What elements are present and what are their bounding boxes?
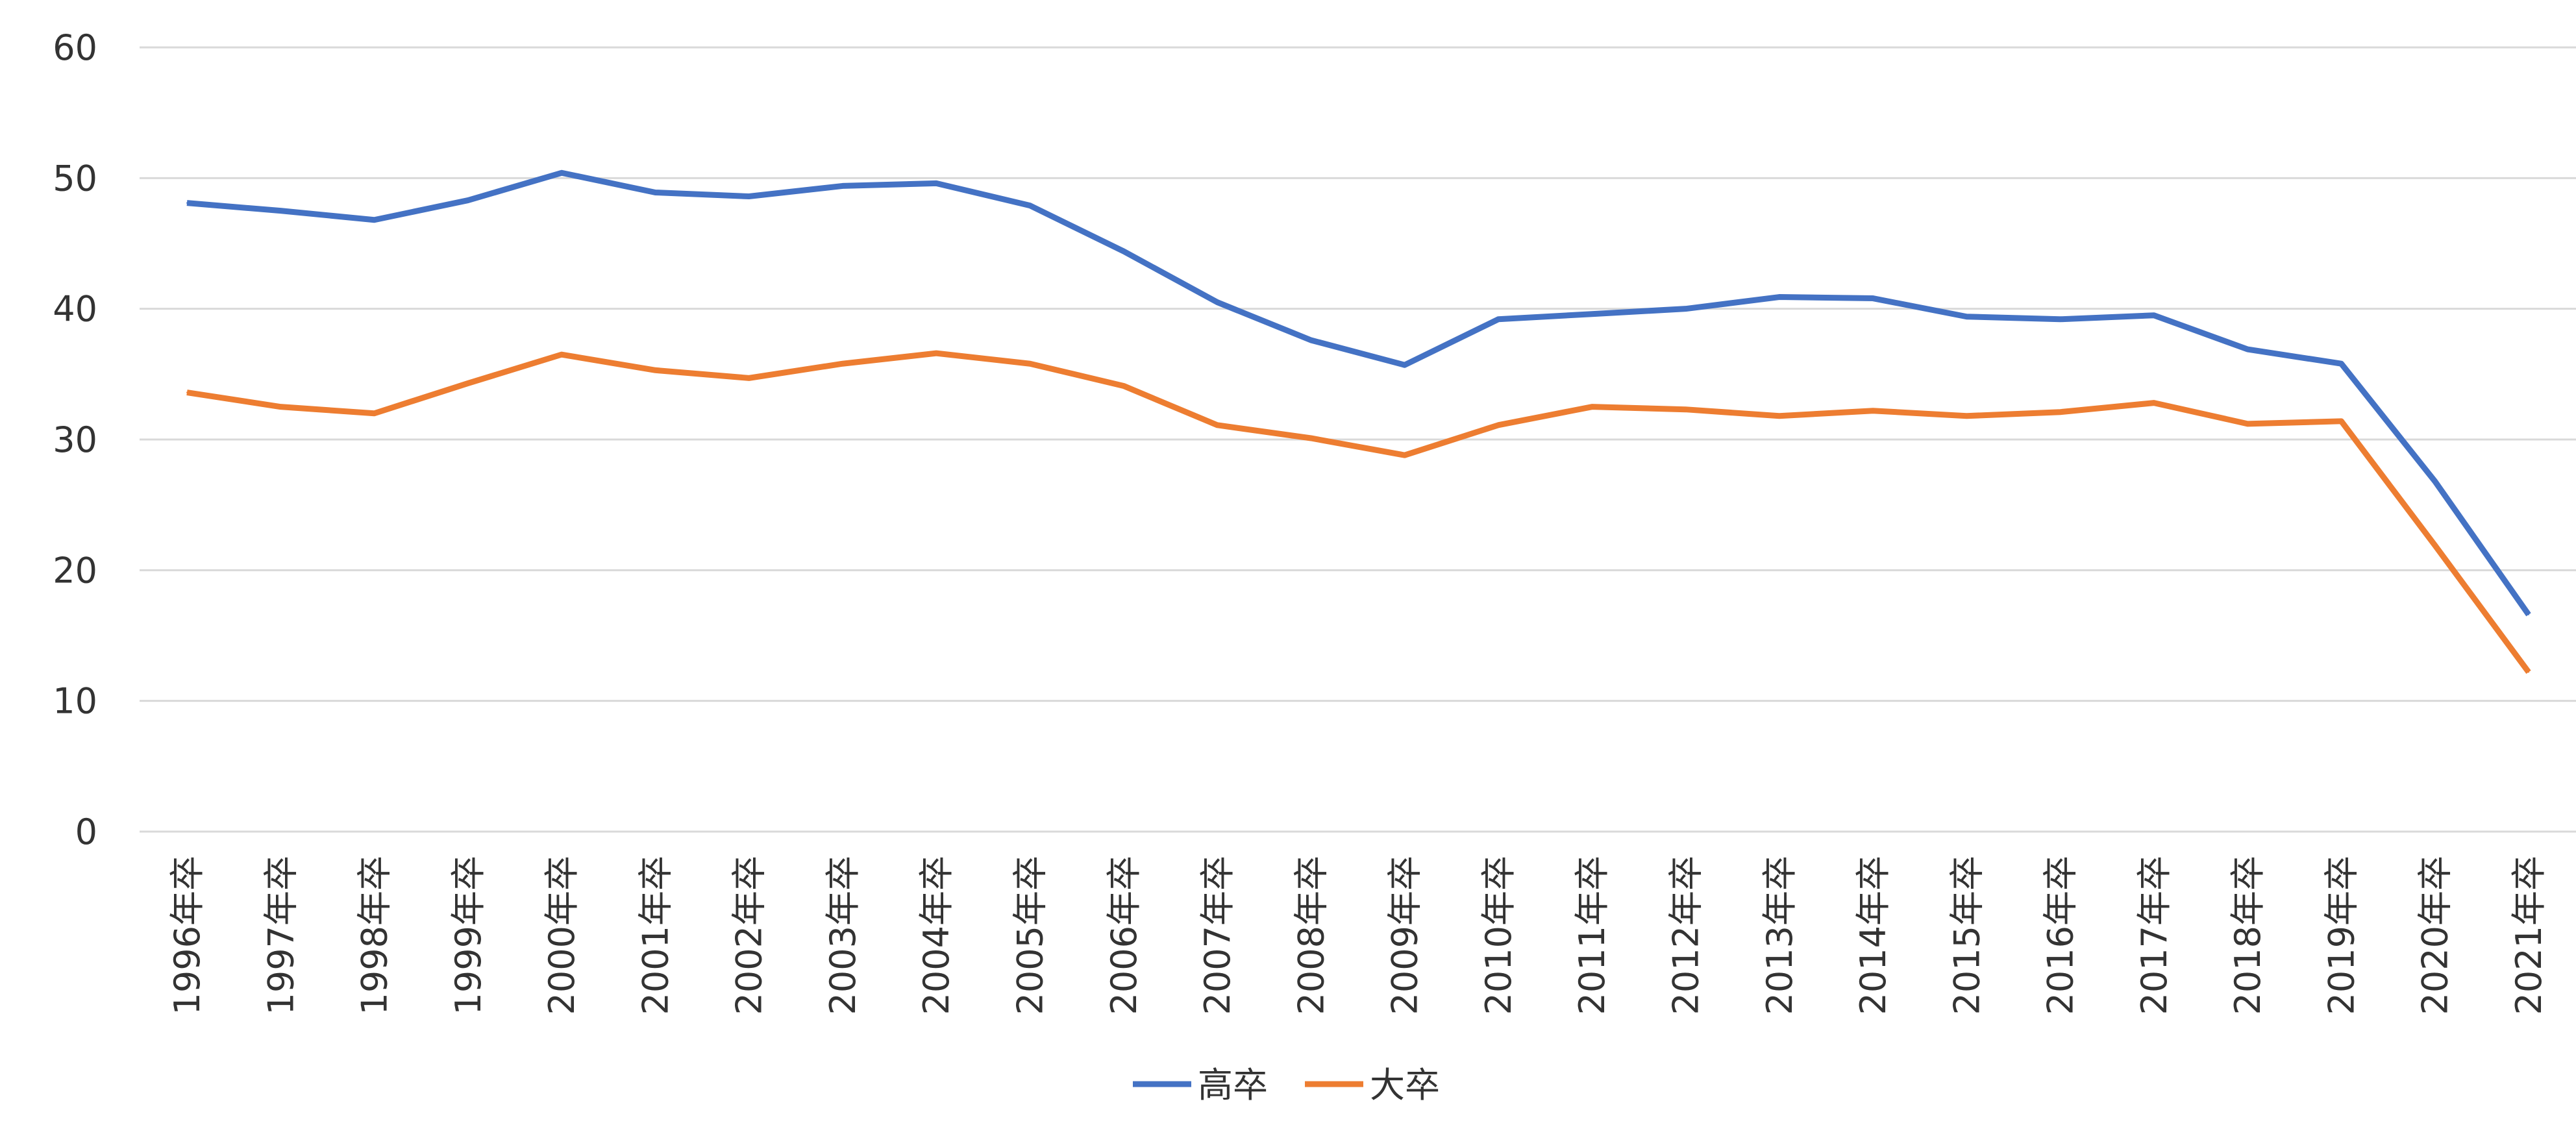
data-point xyxy=(1310,339,1312,341)
data-point xyxy=(935,182,937,184)
x-tick-label: 2009年卒 xyxy=(1385,856,1426,1015)
x-tick-label: 2011年卒 xyxy=(1572,856,1613,1015)
data-point xyxy=(373,219,375,221)
x-tick-label: 2017年卒 xyxy=(2134,856,2175,1015)
data-point xyxy=(2059,318,2061,320)
data-point xyxy=(654,192,656,193)
data-point xyxy=(2247,423,2249,425)
data-point xyxy=(467,199,469,201)
series-lines xyxy=(186,169,2531,674)
legend: 高卒 大卒 xyxy=(1133,1065,1440,1106)
data-point xyxy=(1685,308,1687,310)
data-point xyxy=(1685,408,1687,410)
data-point xyxy=(2059,411,2061,413)
data-point xyxy=(1591,313,1593,315)
data-point xyxy=(1217,424,1219,426)
data-point xyxy=(748,195,750,197)
x-tick-label: 2018年卒 xyxy=(2227,856,2268,1015)
data-point xyxy=(2528,613,2529,615)
data-point xyxy=(561,354,563,356)
x-tick-label: 2012年卒 xyxy=(1665,856,1706,1015)
x-tick-label: 2014年卒 xyxy=(1853,856,1894,1015)
data-point xyxy=(1966,415,1968,417)
y-tick-label: 10 xyxy=(53,681,97,722)
data-point xyxy=(2528,671,2529,673)
y-tick-label: 20 xyxy=(53,550,97,591)
data-point xyxy=(1310,437,1312,439)
x-tick-label: 2019年卒 xyxy=(2321,856,2362,1015)
x-tick-label: 2001年卒 xyxy=(635,856,676,1015)
legend-label-daisotsu: 大卒 xyxy=(1370,1065,1440,1106)
x-tick-label: 2016年卒 xyxy=(2040,856,2081,1015)
x-tick-label: 2000年卒 xyxy=(541,856,582,1015)
x-tick-label: 2021年卒 xyxy=(2508,856,2549,1015)
data-point xyxy=(280,210,282,212)
x-tick-label: 2015年卒 xyxy=(1946,856,1987,1015)
x-tick-label: 2006年卒 xyxy=(1104,856,1145,1015)
data-point xyxy=(935,353,937,354)
x-tick-label: 1998年卒 xyxy=(354,856,395,1015)
x-tick-label: 1997年卒 xyxy=(260,856,301,1015)
data-point xyxy=(2434,480,2436,482)
data-point xyxy=(1029,204,1031,206)
data-point xyxy=(1966,315,1968,317)
gridlines xyxy=(140,46,2576,833)
data-point xyxy=(748,377,750,379)
y-tick-label: 40 xyxy=(53,289,97,330)
data-point xyxy=(1217,301,1219,303)
data-point xyxy=(186,391,188,393)
y-axis-ticks: 0 10 20 30 40 50 60 xyxy=(53,27,97,852)
x-tick-label: 2004年卒 xyxy=(916,856,957,1015)
data-point xyxy=(1122,251,1124,253)
x-tick-label: 2005年卒 xyxy=(1010,856,1051,1015)
data-point xyxy=(373,412,375,414)
data-point xyxy=(1778,296,1780,298)
y-tick-label: 30 xyxy=(53,419,97,460)
data-point xyxy=(561,172,563,174)
x-tick-label: 2020年卒 xyxy=(2415,856,2456,1015)
x-tick-label: 1996年卒 xyxy=(167,856,208,1015)
x-tick-label: 2013年卒 xyxy=(1759,856,1800,1015)
x-axis-ticks: 1996年卒 1997年卒 1998年卒 1999年卒 2000年卒 2001年卒 2002… xyxy=(167,856,2549,1015)
data-point xyxy=(2434,545,2436,547)
x-tick-label: 2010年卒 xyxy=(1478,856,1519,1015)
data-point xyxy=(2340,363,2342,365)
data-point xyxy=(1122,385,1124,387)
data-point xyxy=(654,369,656,371)
data-point xyxy=(2340,420,2342,422)
data-point xyxy=(1029,363,1031,365)
data-point xyxy=(2153,402,2155,404)
y-tick-label: 60 xyxy=(53,27,97,68)
data-point xyxy=(280,406,282,408)
data-point xyxy=(841,185,843,187)
series-line-kousotsu xyxy=(186,169,2531,617)
data-point xyxy=(1497,424,1499,426)
data-point xyxy=(1404,454,1406,456)
data-point xyxy=(1872,410,1874,412)
y-tick-label: 50 xyxy=(53,158,97,199)
data-point xyxy=(841,363,843,365)
series-line-daisotsu xyxy=(186,350,2531,674)
x-tick-label: 1999年卒 xyxy=(448,856,489,1015)
data-point xyxy=(2153,314,2155,316)
legend-label-kousotsu: 高卒 xyxy=(1198,1065,1268,1106)
data-point xyxy=(1591,406,1593,408)
data-point xyxy=(1404,364,1406,366)
data-point xyxy=(467,382,469,384)
data-point xyxy=(1872,297,1874,299)
data-point xyxy=(2247,349,2249,351)
x-tick-label: 2008年卒 xyxy=(1291,856,1331,1015)
x-tick-label: 2002年卒 xyxy=(729,856,770,1015)
data-point xyxy=(186,202,188,204)
data-point xyxy=(1497,318,1499,320)
x-tick-label: 2007年卒 xyxy=(1197,856,1238,1015)
y-tick-label: 0 xyxy=(75,811,97,852)
data-point xyxy=(1778,415,1780,417)
x-tick-label: 2003年卒 xyxy=(823,856,863,1015)
